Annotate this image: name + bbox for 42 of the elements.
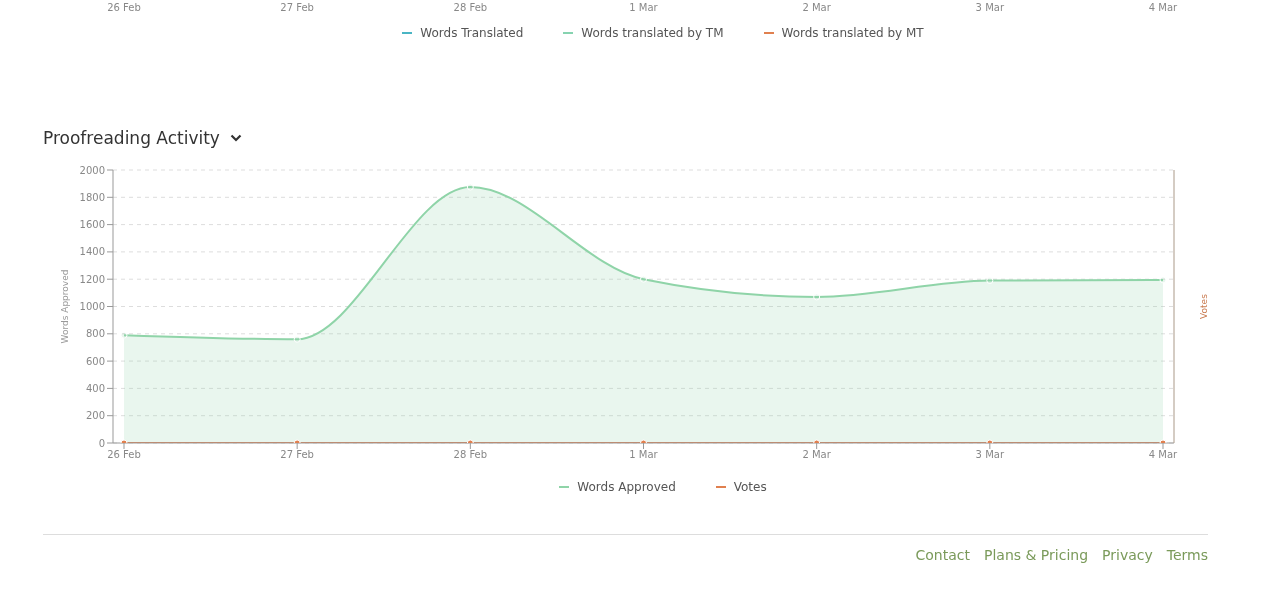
y-tick-label: 200: [85, 410, 105, 422]
legend-label: Words translated by MT: [780, 26, 924, 40]
category-label: 4 Mar: [1148, 2, 1178, 13]
text: Plans & Pricing: [983, 547, 1089, 563]
text: Privacy: [1102, 547, 1153, 563]
y-tick-label: 0: [98, 437, 105, 449]
y-axis-title: Words Approved: [60, 269, 71, 344]
y-tick-label: 1000: [79, 301, 105, 313]
y-tick-label: 1600: [79, 219, 105, 231]
y-tick-label: 1800: [79, 191, 105, 203]
point: [466, 183, 474, 191]
x-tick-label: 4 Mar: [1148, 449, 1179, 461]
x-tick-label: 2 Mar: [802, 449, 832, 461]
point: [986, 277, 994, 285]
point: [640, 275, 647, 283]
y2-axis-title: Votes: [1199, 293, 1210, 319]
category-label: 28 Feb: [453, 2, 488, 13]
x-tick-label: 1 Mar: [629, 449, 659, 461]
legend-label: Words Translated: [419, 26, 524, 40]
text: Contact: [915, 547, 970, 563]
y-tick-label: 1200: [79, 273, 105, 285]
legend-label: Votes: [732, 480, 767, 494]
x-tick-label: 28 Feb: [453, 449, 488, 461]
y-tick-label: 2000: [79, 164, 105, 176]
text: Terms: [1166, 547, 1208, 563]
legend-label: Words Approved: [576, 480, 676, 494]
category-label: 1 Mar: [629, 2, 658, 13]
y-tick-label: 800: [85, 328, 105, 340]
y-tick-label: 1400: [79, 246, 105, 258]
point: [1159, 276, 1167, 284]
category-label: 27 Feb: [280, 2, 314, 13]
x-tick-label: 26 Feb: [107, 449, 141, 461]
y-tick-label: 600: [85, 355, 105, 367]
y-tick-label: 400: [85, 382, 105, 394]
category-label: 3 Mar: [975, 2, 1005, 13]
legend-label: Words translated by TM: [580, 26, 724, 40]
point: [813, 293, 821, 301]
chart-title: Proofreading Activity: [43, 128, 220, 148]
x-tick-label: 3 Mar: [975, 449, 1005, 461]
x-tick-label: 27 Feb: [280, 449, 314, 461]
category-label: 2 Mar: [802, 2, 831, 13]
category-label: 26 Feb: [107, 2, 141, 13]
